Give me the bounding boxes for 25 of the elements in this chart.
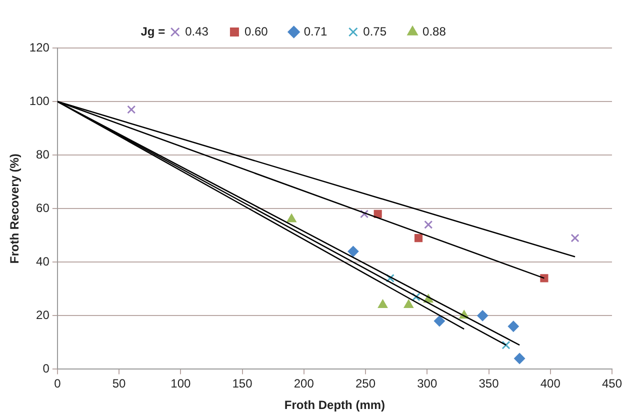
x-tick-label: 150 xyxy=(232,376,253,391)
legend-title: Jg = xyxy=(140,24,166,38)
legend-label: 0.71 xyxy=(304,24,328,38)
x-tick-label: 200 xyxy=(294,376,314,391)
x-tick-label: 400 xyxy=(540,376,561,391)
y-tick-label: 120 xyxy=(29,40,50,54)
x-tick-label: 100 xyxy=(170,376,191,391)
x-tick-label: 350 xyxy=(478,376,500,391)
y-tick-label: 60 xyxy=(36,200,50,215)
x-tick-label: 0 xyxy=(54,376,62,391)
legend-label: 0.88 xyxy=(422,24,446,38)
y-axis-title: Froth Recovery (%) xyxy=(8,154,22,264)
y-tick-label: 20 xyxy=(36,308,50,322)
legend-label: 0.43 xyxy=(185,24,209,38)
x-tick-label: 300 xyxy=(417,376,438,391)
y-tick-label: 0 xyxy=(42,362,50,376)
y-tick-label: 80 xyxy=(36,147,50,162)
legend-label: 0.75 xyxy=(363,24,387,38)
x-tick-label: 50 xyxy=(112,376,126,391)
y-tick-label: 40 xyxy=(36,254,50,268)
x-tick-label: 450 xyxy=(602,376,622,391)
x-tick-label: 250 xyxy=(356,376,376,391)
x-axis-title: Froth Depth (mm) xyxy=(284,398,386,412)
legend-label: 0.60 xyxy=(244,24,268,38)
y-tick-label: 100 xyxy=(29,94,50,108)
